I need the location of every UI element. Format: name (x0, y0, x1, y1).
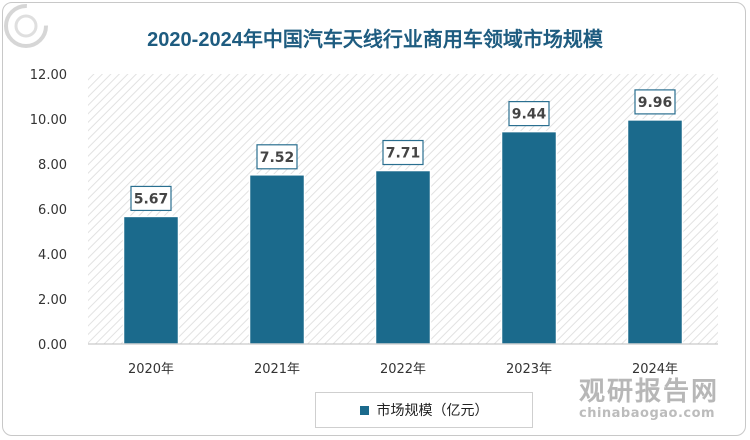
y-tick-label: 4.00 (38, 248, 67, 263)
y-tick-label: 6.00 (38, 203, 67, 218)
data-label-box (508, 100, 550, 127)
y-tick-label: 2.00 (38, 293, 67, 308)
chart-title: 2020-2024年中国汽车天线行业商用车领域市场规模 (147, 29, 603, 51)
data-label: 9.96 (638, 95, 673, 111)
bar (626, 119, 684, 345)
watermark-logo-icon (4, 4, 48, 48)
data-label-box (130, 185, 172, 212)
legend-label: 市场规模（亿元） (376, 403, 489, 419)
data-label-box (634, 89, 676, 115)
y-tick-label: 8.00 (38, 158, 67, 173)
x-tick-label: 2022年 (380, 362, 426, 377)
data-label: 7.71 (386, 146, 421, 162)
data-label: 9.44 (512, 107, 547, 123)
legend-swatch (359, 405, 369, 415)
x-tick-label: 2021年 (254, 362, 300, 377)
legend: 市场规模（亿元） (315, 392, 533, 428)
y-tick-label: 10.00 (30, 113, 67, 128)
bar-chart: 0.00 2.00 4.00 6.00 8.00 10.00 12.00 5.67 7.52 7… (30, 68, 718, 377)
data-label-box (256, 144, 298, 170)
watermark-cn: 观研报告网 (578, 377, 719, 407)
data-label-box (382, 139, 424, 166)
x-tick-label: 2023年 (506, 362, 552, 377)
bar (122, 215, 180, 345)
watermark: 观研报告网 chinabaogao.com (579, 371, 719, 421)
watermark-en: chinabaogao.com (578, 406, 716, 421)
x-tick-label: 2020年 (128, 362, 174, 377)
data-label: 7.52 (260, 150, 295, 166)
bar (248, 174, 306, 345)
bar (500, 130, 558, 345)
y-tick-label: 12.00 (30, 68, 67, 83)
bar (374, 169, 432, 345)
x-tick-label: 2024年 (632, 362, 678, 377)
chart-frame: 2020-2024年中国汽车天线行业商用车领域市场规模 0.00 2.00 4.00… (2, 2, 746, 436)
data-label: 5.67 (134, 191, 169, 207)
y-tick-label: 0.00 (38, 338, 67, 353)
